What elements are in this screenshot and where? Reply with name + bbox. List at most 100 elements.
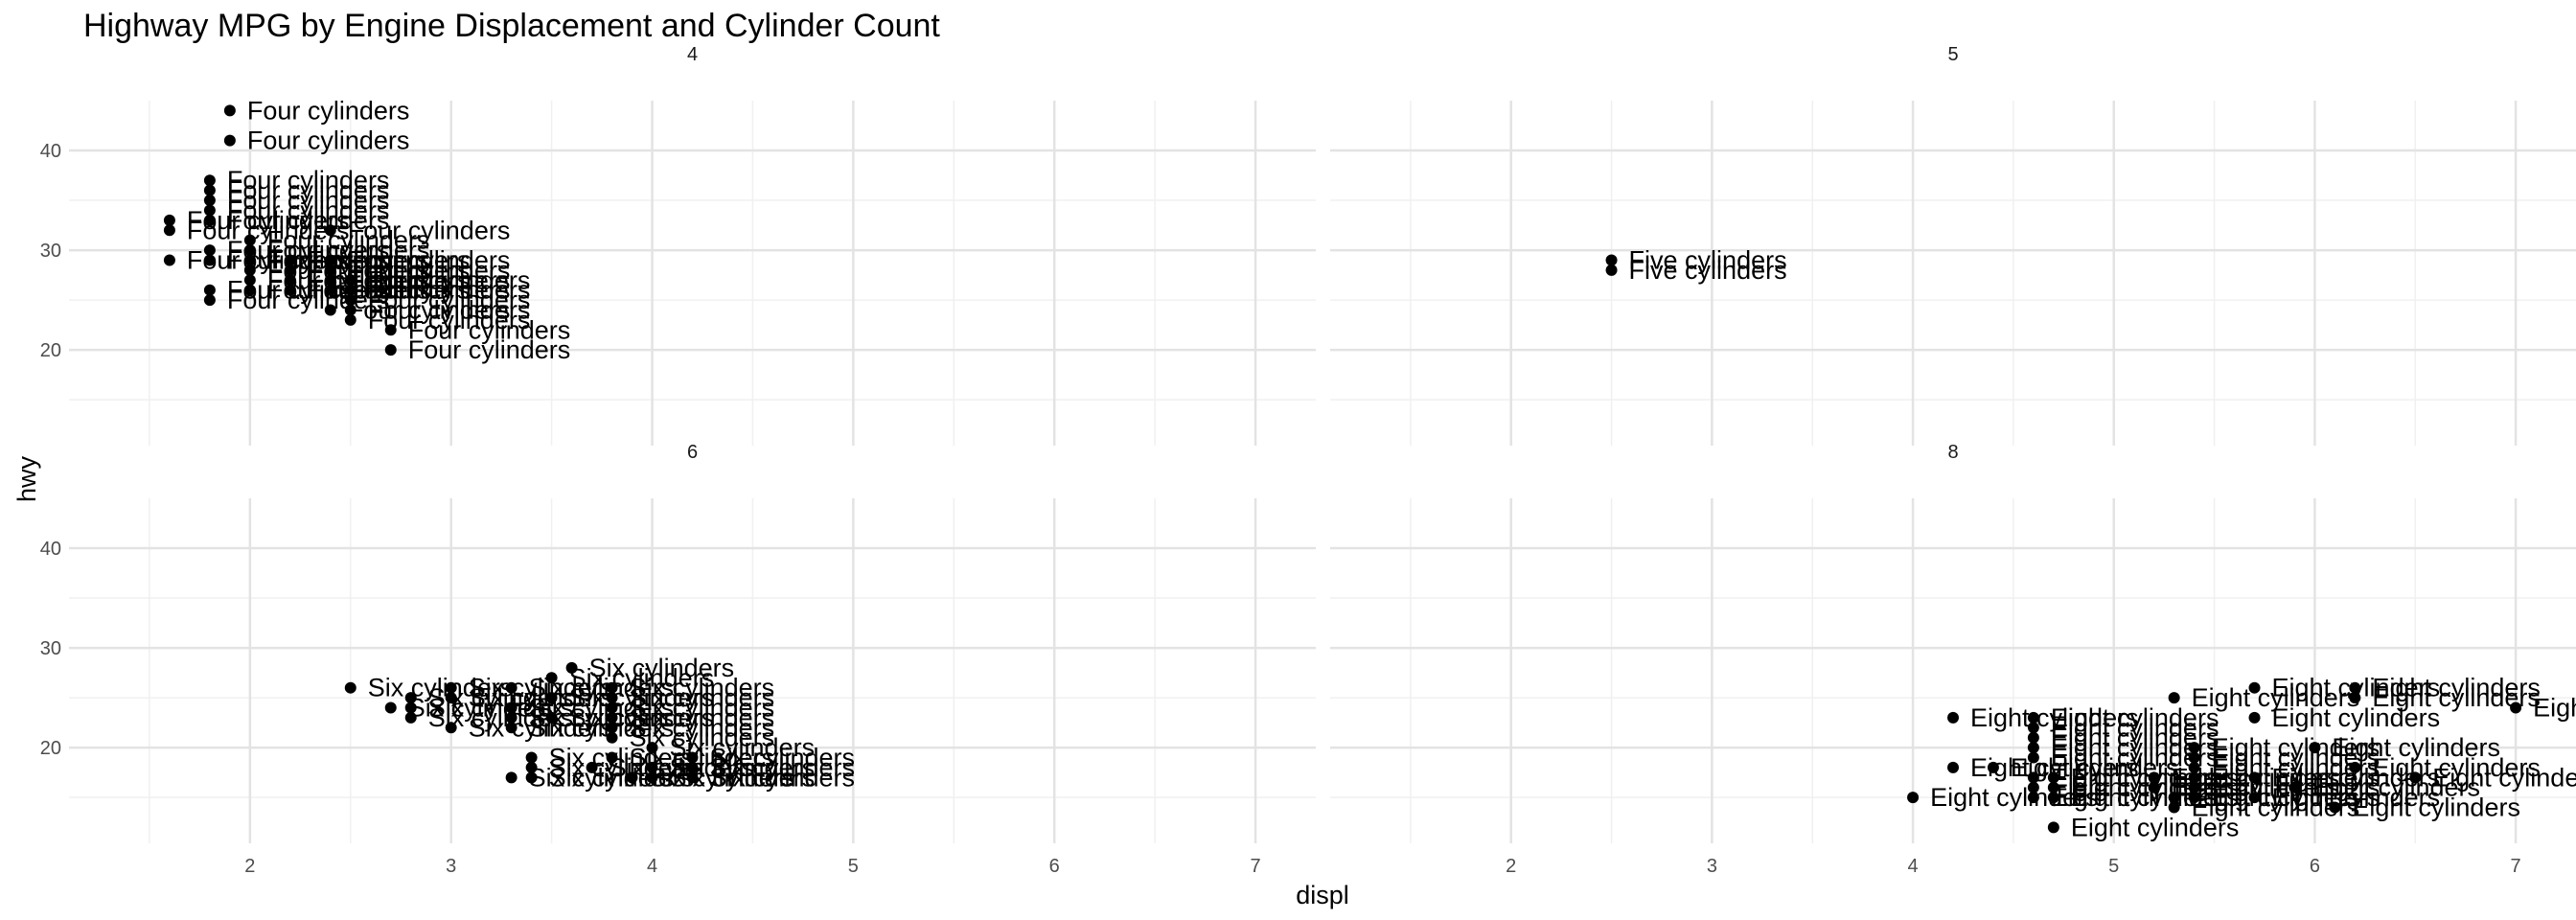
data-point — [324, 254, 336, 266]
data-point — [243, 274, 256, 287]
point-label: Six cylinders — [569, 663, 715, 692]
point-label: Eight cylinders — [2372, 674, 2541, 702]
data-point — [203, 294, 216, 307]
data-point — [163, 214, 175, 226]
data-point — [525, 751, 538, 764]
point-label: Eight cylinders — [2352, 794, 2520, 822]
point-label: Eight cylinders — [2372, 753, 2541, 782]
data-point — [2510, 702, 2522, 714]
x-tick-label: 6 — [1049, 856, 1060, 877]
point-label: Eight cylinders — [2312, 773, 2480, 802]
data-point — [384, 344, 397, 356]
data-point — [445, 681, 457, 694]
point-label: Four cylinders — [227, 186, 390, 215]
data-point — [2188, 781, 2200, 794]
x-axis-title: displ — [1296, 881, 1349, 909]
point-label: Six cylinders — [469, 683, 614, 712]
point-label: Four cylinders — [227, 196, 390, 224]
data-point — [344, 284, 356, 296]
facet-strip-label: 8 — [1947, 442, 1958, 463]
point-label: Six cylinders — [408, 693, 554, 722]
point-label: Four cylinders — [368, 276, 531, 305]
data-point — [686, 771, 699, 784]
point-label: Eight cylinders — [2071, 783, 2240, 812]
point-label: Six cylinders — [630, 674, 775, 702]
y-tick-label: 30 — [40, 638, 61, 659]
data-point — [203, 244, 216, 257]
data-point — [2168, 692, 2180, 704]
point-label: Four cylinders — [247, 96, 410, 125]
point-label: Six cylinders — [630, 683, 775, 712]
point-label: Four cylinders — [348, 245, 511, 274]
point-label: Four cylinders — [408, 335, 571, 364]
point-label: Four cylinders — [368, 295, 531, 324]
data-point — [2027, 722, 2039, 734]
x-tick-label: 4 — [647, 856, 657, 877]
data-point — [2027, 731, 2039, 744]
point-label: Eight cylinders — [2332, 733, 2500, 762]
point-label: Six cylinders — [710, 753, 856, 782]
point-label: Eight cylinders — [2192, 794, 2360, 822]
data-point — [243, 244, 256, 257]
data-point — [2188, 792, 2200, 804]
data-point — [203, 284, 216, 296]
facet-strip-label: 6 — [687, 442, 698, 463]
point-label: Six cylinders — [630, 713, 775, 742]
data-point — [223, 134, 236, 147]
point-label: Eight cylinders — [1930, 783, 2099, 812]
data-point — [404, 711, 417, 724]
point-label: Four cylinders — [227, 286, 390, 314]
data-point — [505, 702, 518, 714]
data-point — [525, 761, 538, 773]
data-point — [2248, 681, 2261, 694]
point-label: Six cylinders — [469, 674, 614, 702]
data-point — [686, 751, 699, 764]
point-label: Six cylinders — [469, 713, 614, 742]
point-label: Four cylinders — [408, 315, 571, 344]
point-label: Eight cylinders — [2212, 783, 2380, 812]
data-point — [243, 234, 256, 246]
point-label: Eight cylinders — [1970, 703, 2139, 732]
data-point — [2349, 761, 2361, 773]
x-tick-label: 5 — [848, 856, 859, 877]
point-label: Four cylinders — [348, 265, 511, 294]
data-point — [2188, 761, 2200, 773]
data-point — [545, 672, 558, 684]
data-point — [1947, 711, 1959, 724]
data-point — [203, 214, 216, 226]
data-point — [505, 722, 518, 734]
point-label: Eight cylinders — [2212, 733, 2380, 762]
data-point — [2188, 751, 2200, 764]
data-point — [203, 254, 216, 266]
point-label: Four cylinders — [348, 276, 511, 305]
x-tick-label: 2 — [244, 856, 255, 877]
data-point — [2409, 771, 2422, 784]
data-point — [445, 722, 457, 734]
point-label: Six cylinders — [529, 713, 675, 742]
data-point — [284, 284, 296, 296]
data-point — [505, 681, 518, 694]
data-point — [445, 692, 457, 704]
point-label: Four cylinders — [227, 276, 390, 305]
data-point — [163, 254, 175, 266]
data-point — [1605, 264, 1618, 276]
data-point — [384, 702, 397, 714]
data-point — [686, 761, 699, 773]
data-point — [284, 274, 296, 287]
data-point — [243, 284, 256, 296]
data-point — [1947, 761, 1959, 773]
data-point — [324, 284, 336, 296]
data-point — [203, 174, 216, 187]
data-point — [203, 184, 216, 196]
data-point — [2309, 742, 2321, 754]
point-label: Five cylinders — [1629, 245, 1787, 274]
data-point — [1907, 792, 1920, 804]
data-point — [203, 195, 216, 207]
chart-title: Highway MPG by Engine Displacement and C… — [83, 8, 940, 44]
point-label: Six cylinders — [549, 744, 695, 772]
data-point — [2027, 711, 2039, 724]
data-point — [243, 254, 256, 266]
data-point — [324, 274, 336, 287]
point-label: Four cylinders — [247, 126, 410, 155]
